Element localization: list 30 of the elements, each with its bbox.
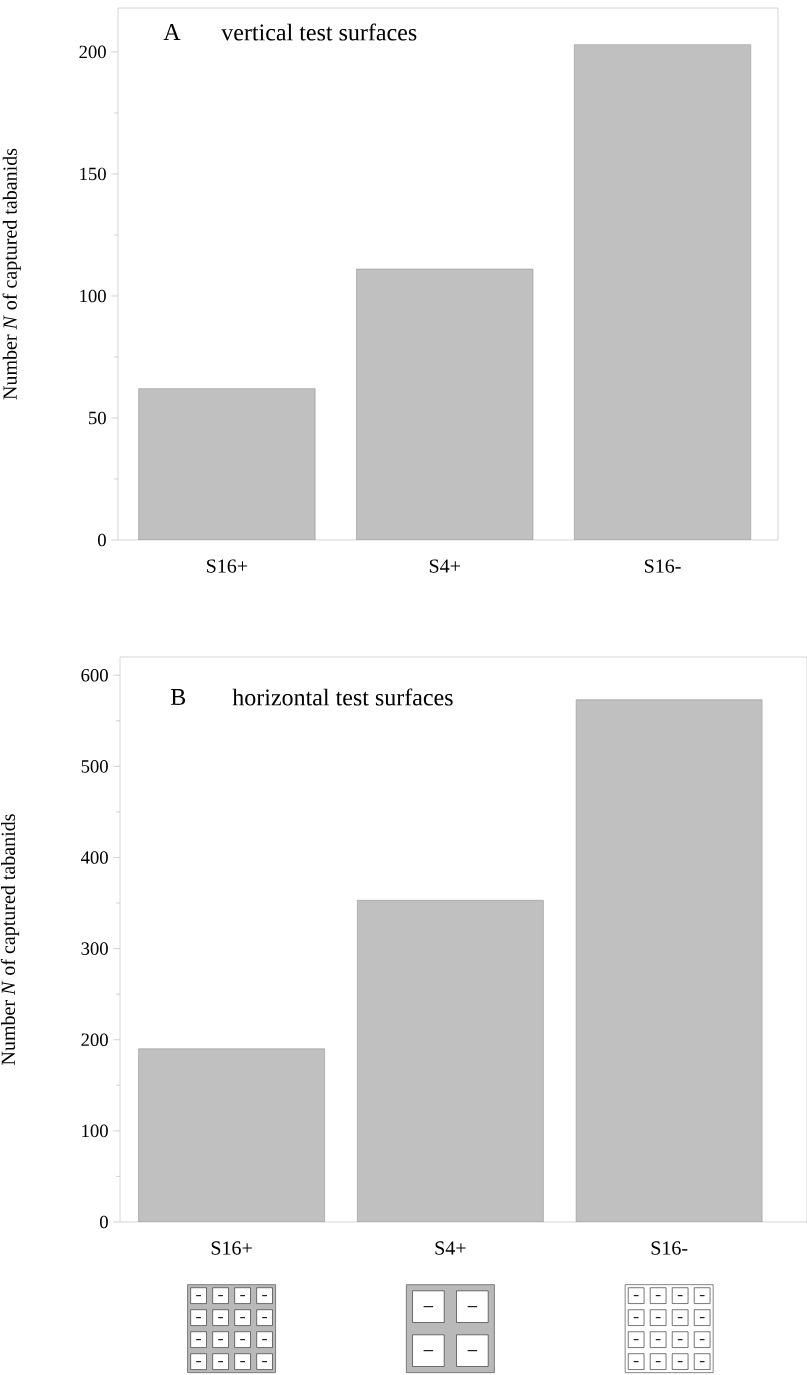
y-tick-label: 600 (81, 668, 108, 682)
annotation: B (170, 689, 186, 705)
y-tick-label: 150 (80, 167, 106, 181)
annotation: A (163, 24, 181, 40)
y-tick-label: 0 (98, 533, 106, 547)
x-tick-label: S16+ (211, 1241, 252, 1255)
y-axis-title: Number N of captured tabanids (2, 148, 21, 400)
x-tick-label: S4+ (429, 559, 460, 573)
y-tick-label: 400 (80, 851, 108, 864)
y-tick-label: 100 (80, 289, 106, 303)
y-tick-label: 300 (81, 942, 108, 955)
y-tick-label: 500 (81, 760, 108, 773)
bar (575, 699, 763, 1222)
bar (357, 899, 544, 1222)
bar (356, 269, 533, 540)
bar (138, 1048, 325, 1222)
x-tick-label: S4+ (435, 1241, 466, 1255)
y-axis-title: Number N of captured tabanids (0, 814, 20, 1065)
bar (138, 388, 316, 540)
chart-title: vertical test surfaces (221, 23, 417, 41)
bar (573, 44, 752, 540)
x-tick-label: S16- (651, 1241, 688, 1255)
y-tick-label: 100 (82, 1124, 108, 1138)
y-tick-label: 50 (89, 411, 106, 425)
x-tick-label: S16+ (207, 559, 248, 573)
y-tick-label: 200 (81, 1033, 108, 1047)
y-tick-label: 200 (79, 45, 106, 59)
y-tick-label: 0 (100, 1215, 108, 1229)
text: horizontal test surfaces (232, 688, 453, 706)
x-tick-label: S16- (645, 559, 681, 573)
